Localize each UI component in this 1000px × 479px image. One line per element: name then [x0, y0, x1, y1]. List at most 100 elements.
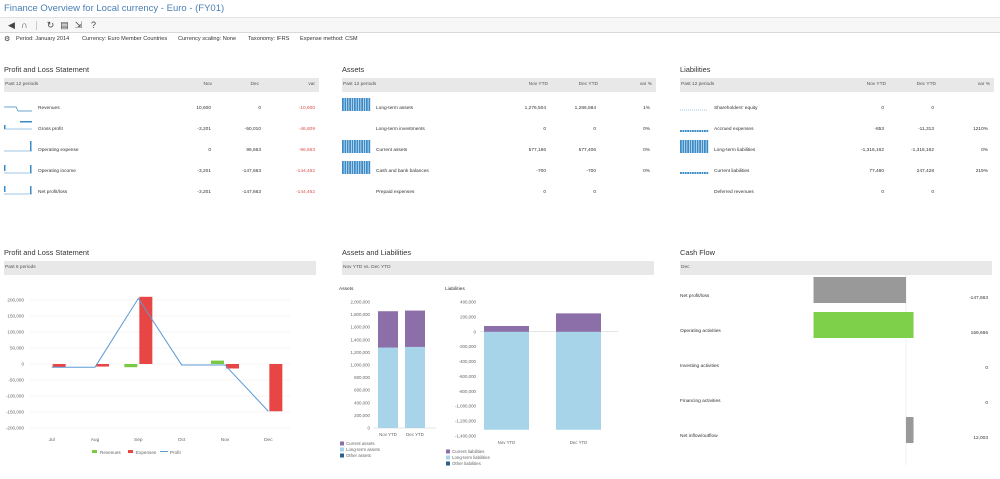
window-title: Finance Overview for Local currency - Eu…	[4, 3, 225, 14]
cash-flow-category: Net profit/loss	[680, 293, 710, 299]
pl-sparklines	[4, 106, 32, 195]
legend-label: Current liabilities	[452, 449, 485, 454]
sparkline-bar	[363, 161, 366, 174]
save-icon[interactable]: ▤	[60, 20, 69, 30]
y-tick-label: 1,400,000	[350, 337, 370, 342]
sparkline-bar	[704, 130, 706, 132]
cash-flow-category: Financing activities	[680, 398, 721, 404]
info-bar: ⚙ Period: January 2014 Currency: Euro Me…	[0, 34, 1000, 46]
sparkline-bar	[682, 140, 685, 153]
stacked-bar-segment	[405, 310, 425, 347]
sparkline-bar	[349, 140, 351, 153]
sparkline-bar	[356, 161, 359, 174]
headphones-icon[interactable]: ∩	[21, 20, 28, 30]
back-icon[interactable]: ◀	[8, 20, 15, 30]
sparkline-bar	[680, 172, 682, 174]
y-tick-label: 0	[21, 362, 24, 367]
sparkline-bar	[696, 130, 699, 132]
table-row-value-1: -3,201	[197, 127, 211, 132]
assets-sparklines	[342, 98, 371, 174]
sparkline-bar	[701, 172, 704, 174]
cash-flow-value: 0	[985, 400, 988, 406]
expense-bar	[139, 296, 153, 364]
legend-swatch	[446, 455, 450, 460]
x-tick-label: Nov YTD	[379, 432, 397, 437]
x-tick-label: Oct	[178, 437, 186, 443]
toolbar: ◀ ∩ ↻ ▤ ⇲ ?	[0, 17, 1000, 33]
x-tick-label: Dec YTD	[406, 432, 424, 437]
sparkline-bar	[699, 140, 701, 153]
cf-chart: Net profit/loss -147,663 Operating activit…	[680, 275, 988, 465]
y-tick-label: -200,000	[459, 344, 477, 349]
y-tick-label: -800,000	[459, 389, 477, 394]
sparkline-bar	[696, 172, 699, 174]
sparkline-bar	[696, 140, 699, 153]
table-row-value-2: 96,663	[246, 148, 261, 153]
y-tick-label: 1,200,000	[350, 350, 370, 355]
table-row-value-3: -10,600	[298, 106, 315, 111]
table-row-value-3: 0%	[643, 169, 650, 174]
pl-header-var: var	[308, 82, 315, 87]
legend-profit: Profit	[170, 450, 181, 455]
y-tick-label: 1,800,000	[350, 312, 370, 317]
table-row-label: Deferred revenues	[714, 190, 754, 195]
table-row-value-3: -144,462	[296, 190, 315, 195]
refresh-icon[interactable]: ↻	[46, 20, 55, 30]
y-tick-label: -100,000	[6, 394, 25, 399]
settings-icon[interactable]: ⚙	[4, 36, 11, 43]
table-row-value-1: -3,201	[197, 169, 211, 174]
expense-bar	[52, 364, 66, 368]
table-row-value-1: 1,276,504	[524, 106, 546, 111]
sparkline-bar	[342, 161, 344, 174]
table-row-value-3: -96,663	[298, 148, 315, 153]
table-row-value-3: 219%	[975, 169, 988, 174]
legend-label: Other liabilities	[452, 461, 482, 466]
sparkline-bar	[701, 130, 704, 132]
table-row-value-2: 247,428	[916, 169, 934, 174]
assets-header-period: Past 12 periods	[343, 82, 377, 87]
sparkline-bar	[689, 172, 692, 174]
info-taxonomy: Taxonomy: IFRS	[248, 36, 290, 42]
sparkline-bar	[706, 140, 709, 153]
cash-flow-value: -147,663	[969, 295, 988, 301]
table-row-value-1: 0	[543, 190, 546, 195]
assets-header-nov: Nov YTD	[528, 82, 548, 87]
export-icon[interactable]: ⇲	[74, 20, 83, 30]
sparkline-bar	[344, 98, 347, 111]
y-tick-label: 800,000	[354, 375, 370, 380]
expense-bar	[226, 364, 239, 369]
al-header: Nov YTD vs. Dec YTD	[342, 261, 654, 275]
y-tick-label: 100,000	[7, 330, 24, 335]
info-expense: Expense method: CSM	[300, 36, 358, 42]
legend-label: Long-term assets	[346, 447, 381, 452]
cash-flow-bar	[906, 417, 914, 443]
legend-label: Long-term liabilities	[452, 455, 491, 460]
sparkline-bar	[344, 161, 347, 174]
legend-swatch	[340, 441, 344, 446]
table-row-value-1: -1,316,162	[861, 148, 884, 153]
table-row-value-2: -11,313	[918, 127, 934, 132]
revenue-bar	[124, 364, 138, 368]
x-tick-label: Aug	[91, 437, 100, 443]
stacked-bar-segment	[378, 311, 398, 348]
help-icon[interactable]: ?	[90, 20, 96, 30]
sparkline-bar	[368, 140, 371, 153]
sparkline-bar	[699, 130, 701, 132]
y-tick-label: -600,000	[459, 374, 477, 379]
sparkline-bar	[354, 98, 356, 111]
sparkline-bar	[351, 161, 354, 174]
sparkline-bar	[349, 98, 351, 111]
table-row-label: Current liabilities	[714, 169, 750, 174]
cf-title: Cash Flow	[680, 248, 715, 257]
table-row-label: Gross profit	[38, 127, 63, 132]
sparkline-bar	[363, 98, 366, 111]
cash-flow-category: Operating activities	[680, 328, 721, 334]
x-tick-label: Nov YTD	[498, 440, 516, 445]
table-row-value-3: 0%	[981, 148, 988, 153]
cash-flow-value: 0	[985, 365, 988, 371]
sparkline-bar	[349, 161, 351, 174]
liab-header-dec: Dec YTD	[916, 82, 936, 87]
table-row-value-2: 0	[593, 190, 596, 195]
y-tick-label: -1,000,000	[455, 404, 477, 409]
table-row-value-3: -144,462	[296, 169, 315, 174]
